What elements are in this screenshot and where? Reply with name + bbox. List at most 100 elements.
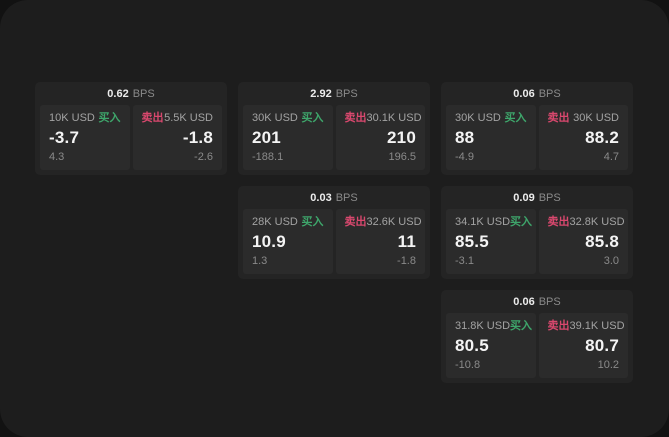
card-body: 10K USD 买入 -3.7 4.3 卖出 5.5K USD -1.8 -2.…	[40, 105, 222, 170]
card-body: 28K USD 买入 10.9 1.3 卖出 32.6K USD 11 -1.8	[243, 209, 425, 274]
quote-card: 0.62 BPS 10K USD 买入 -3.7 4.3 卖出 5.5K USD	[35, 82, 227, 175]
card-body: 31.8K USD 买入 80.5 -10.8 卖出 39.1K USD 80.…	[446, 313, 628, 378]
buy-delta: -4.9	[455, 151, 474, 163]
sell-delta: 196.5	[388, 151, 416, 163]
sell-panel[interactable]: 卖出 32.6K USD 11 -1.8	[335, 209, 425, 274]
sell-side-label: 卖出	[547, 112, 570, 124]
buy-panel[interactable]: 34.1K USD 买入 85.5 -3.1	[446, 209, 536, 274]
card-header: 0.09 BPS	[446, 186, 628, 209]
sell-panel[interactable]: 卖出 30K USD 88.2 4.7	[538, 105, 628, 170]
sell-price: 210	[387, 127, 416, 147]
bps-unit-label: BPS	[335, 87, 358, 100]
buy-panel-top: 10K USD 买入	[49, 112, 121, 124]
buy-price: 201	[252, 127, 281, 147]
sell-delta: -1.8	[397, 255, 416, 267]
sell-delta: 4.7	[603, 151, 619, 163]
sell-panel[interactable]: 卖出 30.1K USD 210 196.5	[335, 105, 425, 170]
card-header: 0.06 BPS	[446, 290, 628, 313]
sell-price: 11	[397, 231, 416, 251]
buy-panel[interactable]: 31.8K USD 买入 80.5 -10.8	[446, 313, 536, 378]
buy-delta: -3.1	[455, 255, 474, 267]
buy-panel-top: 30K USD 买入	[252, 112, 324, 124]
buy-delta: 4.3	[49, 151, 65, 163]
sell-panel-top: 卖出 32.8K USD	[547, 216, 625, 228]
quote-card: 0.09 BPS 34.1K USD 买入 85.5 -3.1 卖出 32.8K…	[441, 186, 633, 279]
sell-size: 30.1K USD	[366, 112, 422, 124]
buy-panel-top: 31.8K USD 买入	[455, 320, 532, 332]
buy-panel[interactable]: 10K USD 买入 -3.7 4.3	[40, 105, 130, 170]
bps-value: 0.09	[513, 191, 535, 204]
buy-panel[interactable]: 30K USD 买入 88 -4.9	[446, 105, 536, 170]
buy-size: 34.1K USD	[455, 216, 511, 228]
bps-unit-label: BPS	[538, 87, 561, 100]
buy-panel[interactable]: 28K USD 买入 10.9 1.3	[243, 209, 333, 274]
buy-delta: -10.8	[455, 359, 481, 371]
buy-side-label: 买入	[301, 112, 324, 124]
sell-delta: 10.2	[597, 359, 619, 371]
buy-size: 30K USD	[252, 112, 298, 124]
buy-side-label: 买入	[510, 320, 533, 332]
sell-size: 30K USD	[573, 112, 619, 124]
quote-card: 0.03 BPS 28K USD 买入 10.9 1.3 卖出 32.6K US…	[238, 186, 430, 279]
buy-price: 85.5	[455, 231, 489, 251]
buy-side-label: 买入	[98, 112, 121, 124]
quote-card: 0.06 BPS 30K USD 买入 88 -4.9 卖出 30K USD	[441, 82, 633, 175]
buy-size: 28K USD	[252, 216, 298, 228]
card-header: 0.03 BPS	[243, 186, 425, 209]
buy-price: 80.5	[455, 335, 489, 355]
sell-price: 88.2	[585, 127, 619, 147]
sell-panel[interactable]: 卖出 5.5K USD -1.8 -2.6	[132, 105, 222, 170]
sell-panel-top: 卖出 5.5K USD	[142, 112, 214, 124]
card-body: 30K USD 买入 88 -4.9 卖出 30K USD 88.2 4.7	[446, 105, 628, 170]
card-header: 0.62 BPS	[40, 82, 222, 105]
quote-card-grid: 0.62 BPS 10K USD 买入 -3.7 4.3 卖出 5.5K USD	[35, 82, 633, 383]
buy-panel[interactable]: 30K USD 买入 201 -188.1	[243, 105, 333, 170]
sell-delta: -2.6	[194, 151, 213, 163]
bps-value: 0.06	[513, 87, 535, 100]
buy-side-label: 买入	[510, 216, 533, 228]
card-header: 2.92 BPS	[243, 82, 425, 105]
buy-side-label: 买入	[301, 216, 324, 228]
sell-side-label: 卖出	[547, 216, 570, 228]
sell-delta: 3.0	[603, 255, 619, 267]
buy-price: 10.9	[252, 231, 286, 251]
sell-size: 32.8K USD	[569, 216, 625, 228]
bps-value: 0.06	[513, 295, 535, 308]
buy-delta: -188.1	[252, 151, 284, 163]
buy-panel-top: 30K USD 买入	[455, 112, 527, 124]
quote-card: 0.06 BPS 31.8K USD 买入 80.5 -10.8 卖出 39.1…	[441, 290, 633, 383]
sell-side-label: 卖出	[344, 216, 367, 228]
sell-panel-top: 卖出 39.1K USD	[547, 320, 625, 332]
bps-value: 0.03	[310, 191, 332, 204]
sell-side-label: 卖出	[141, 112, 164, 124]
buy-size: 10K USD	[49, 112, 95, 124]
card-body: 34.1K USD 买入 85.5 -3.1 卖出 32.8K USD 85.8…	[446, 209, 628, 274]
sell-panel[interactable]: 卖出 32.8K USD 85.8 3.0	[538, 209, 628, 274]
bps-value: 0.62	[107, 87, 129, 100]
buy-side-label: 买入	[504, 112, 527, 124]
buy-delta: 1.3	[252, 255, 268, 267]
sell-price: 85.8	[585, 231, 619, 251]
bps-unit-label: BPS	[132, 87, 155, 100]
buy-panel-top: 34.1K USD 买入	[455, 216, 532, 228]
sell-panel[interactable]: 卖出 39.1K USD 80.7 10.2	[538, 313, 628, 378]
buy-price: 88	[455, 127, 475, 147]
sell-panel-top: 卖出 30.1K USD	[344, 112, 422, 124]
sell-side-label: 卖出	[344, 112, 367, 124]
sell-size: 32.6K USD	[366, 216, 422, 228]
sell-size: 5.5K USD	[164, 112, 213, 124]
sell-side-label: 卖出	[547, 320, 570, 332]
buy-panel-top: 28K USD 买入	[252, 216, 324, 228]
buy-price: -3.7	[49, 127, 80, 147]
bps-unit-label: BPS	[538, 295, 561, 308]
buy-size: 31.8K USD	[455, 320, 511, 332]
buy-size: 30K USD	[455, 112, 501, 124]
bps-value: 2.92	[310, 87, 332, 100]
sell-panel-top: 卖出 30K USD	[548, 112, 620, 124]
sell-price: -1.8	[182, 127, 213, 147]
card-header: 0.06 BPS	[446, 82, 628, 105]
quote-card: 2.92 BPS 30K USD 买入 201 -188.1 卖出 30.1K …	[238, 82, 430, 175]
bps-unit-label: BPS	[335, 191, 358, 204]
card-body: 30K USD 买入 201 -188.1 卖出 30.1K USD 210 1…	[243, 105, 425, 170]
